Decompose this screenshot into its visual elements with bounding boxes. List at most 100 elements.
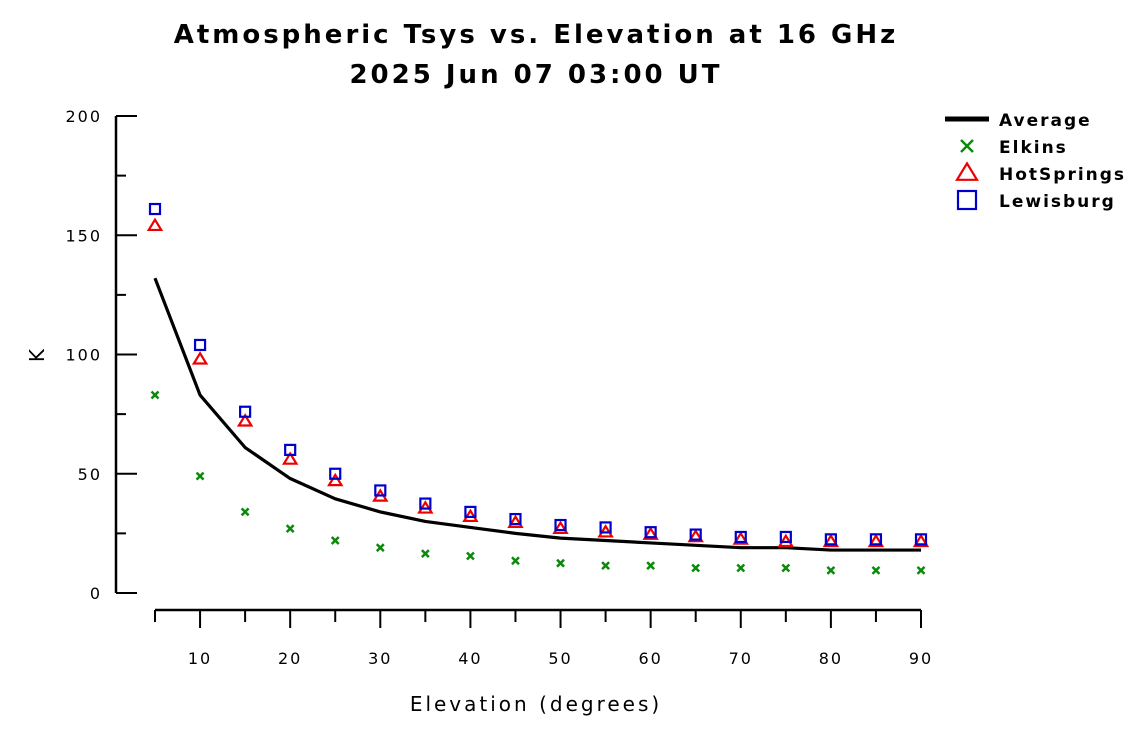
y-axis-label: K (25, 346, 49, 362)
data-point-hotsprings (822, 533, 840, 548)
x-tick-label: 50 (548, 649, 572, 668)
legend-item-average: Average (945, 111, 1090, 131)
series-hotsprings (146, 217, 930, 548)
legend-label-elkins: Elkins (999, 138, 1068, 158)
data-point-elkins (375, 543, 385, 553)
data-point-elkins (511, 556, 520, 566)
data-point-lewisburg (239, 405, 252, 418)
x-tick-label: 80 (819, 649, 843, 668)
legend-swatch-elkins-stroke (960, 139, 974, 153)
data-point-hotsprings (462, 508, 479, 523)
data-point-elkins-stroke (285, 524, 295, 533)
legend-swatch-lewisburg (956, 189, 978, 211)
data-point-elkins (916, 565, 926, 575)
legend-item-elkins: Elkins (960, 138, 1068, 158)
data-point-elkins (195, 471, 205, 481)
data-point-elkins-stroke (195, 471, 205, 481)
y-tick-label: 150 (65, 226, 102, 245)
data-point-lewisburg (464, 505, 477, 519)
data-point-lewisburg (148, 202, 162, 216)
data-point-elkins-stroke (420, 549, 430, 559)
data-point-hotsprings (642, 526, 659, 540)
data-point-hotsprings (191, 351, 209, 365)
data-point-lewisburg (914, 533, 928, 546)
data-point-hotsprings (912, 533, 930, 548)
data-point-elkins (556, 558, 565, 568)
x-axis-label: Elevation (degrees) (410, 692, 662, 716)
data-point-elkins-stroke (240, 507, 250, 517)
data-point-lewisburg (419, 497, 432, 510)
data-point-lewisburg (869, 533, 883, 546)
x-tick-label: 30 (368, 649, 392, 668)
legend-label-hotsprings: HotSprings (999, 165, 1125, 185)
data-point-elkins (826, 565, 836, 575)
series-line-average (153, 277, 921, 552)
chart-subtitle: 2025 Jun 07 03:00 UT (349, 60, 722, 90)
legend-item-lewisburg: Lewisburg (956, 189, 1116, 212)
data-point-hotsprings (146, 217, 164, 232)
data-point-lewisburg (554, 518, 567, 532)
data-point-elkins (330, 536, 340, 545)
data-point-lewisburg (734, 530, 747, 544)
data-point-hotsprings (327, 472, 344, 487)
x-axis: 10 20 30 40 50 60 70 80 90 (154, 608, 933, 668)
data-point-elkins-stroke (781, 563, 791, 573)
data-point-hotsprings (507, 514, 524, 528)
data-point-elkins-stroke (375, 543, 385, 553)
data-point-hotsprings (417, 500, 434, 514)
data-point-hotsprings (687, 528, 704, 543)
data-point-elkins (466, 551, 475, 561)
x-ticks: 10 20 30 40 50 60 70 80 90 (154, 610, 933, 668)
data-point-hotsprings (732, 531, 749, 545)
series-elkins (150, 390, 926, 575)
x-tick-label: 90 (909, 649, 933, 668)
legend-label-lewisburg: Lewisburg (999, 192, 1116, 212)
data-point-elkins (781, 563, 791, 573)
data-point-lewisburg (284, 443, 297, 456)
data-point-elkins (736, 563, 746, 573)
data-point-elkins (691, 563, 701, 573)
y-axis: 0 50 100 150 200 (65, 107, 137, 603)
y-tick-label: 0 (90, 584, 102, 603)
data-point-elkins-stroke (556, 558, 565, 568)
x-tick-label: 20 (278, 649, 302, 668)
data-point-lewisburg (509, 512, 522, 526)
data-point-elkins (285, 524, 295, 533)
y-ticks: 0 50 100 150 200 (65, 107, 137, 603)
x-tick-label: 40 (458, 649, 482, 668)
series-average (153, 277, 921, 552)
data-point-elkins-stroke (646, 561, 656, 570)
data-point-elkins-stroke (916, 565, 926, 575)
data-point-elkins-stroke (330, 536, 340, 545)
data-point-lewisburg (329, 467, 342, 480)
data-point-elkins-stroke (691, 563, 701, 573)
data-point-elkins-stroke (736, 563, 746, 573)
x-tick-label: 60 (638, 649, 662, 668)
chart-title: Atmospheric Tsys vs. Elevation at 16 GHz (174, 20, 899, 50)
data-point-lewisburg (374, 484, 387, 497)
data-point-lewisburg (689, 528, 702, 541)
plot-area (146, 202, 930, 575)
legend: Average Elkins HotSprings Lewisburg (945, 111, 1125, 212)
data-point-lewisburg (644, 526, 657, 539)
series-lewisburg (148, 202, 928, 546)
data-point-elkins (240, 507, 250, 517)
data-point-elkins-stroke (150, 390, 160, 400)
legend-swatch-elkins (960, 139, 974, 153)
legend-swatch-hotsprings (955, 161, 979, 181)
x-tick-label: 10 (188, 649, 212, 668)
data-point-hotsprings (597, 524, 614, 538)
data-point-hotsprings (777, 533, 795, 548)
data-point-lewisburg (779, 530, 792, 544)
data-point-hotsprings (867, 533, 885, 548)
y-tick-label: 50 (78, 465, 102, 484)
data-point-lewisburg (193, 338, 207, 352)
data-point-elkins-stroke (511, 556, 520, 566)
data-point-elkins-stroke (871, 565, 881, 575)
data-point-elkins (420, 549, 430, 559)
data-point-hotsprings (236, 413, 254, 427)
data-point-hotsprings (552, 520, 569, 534)
data-point-elkins (601, 561, 610, 570)
data-point-elkins-stroke (826, 565, 836, 575)
